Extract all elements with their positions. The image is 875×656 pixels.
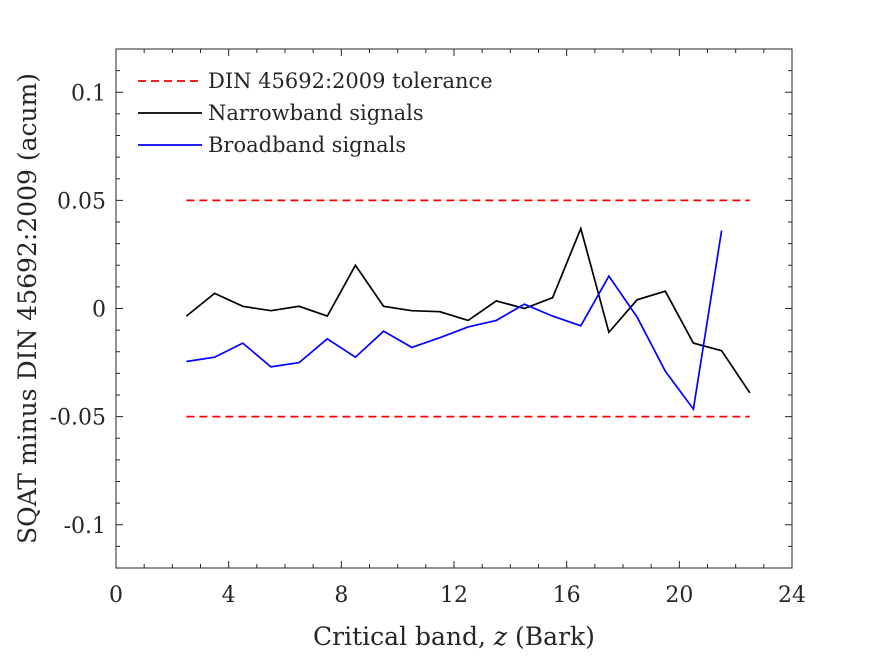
axes-box bbox=[115, 48, 793, 569]
series-group bbox=[185, 199, 751, 418]
x-axis-label-suffix: (Bark) bbox=[507, 622, 595, 651]
x-tick-label: 24 bbox=[778, 583, 806, 608]
x-tick-label: 20 bbox=[665, 583, 693, 608]
x-axis-label-prefix: Critical band, bbox=[313, 622, 494, 651]
legend: DIN 45692:2009 tolerance Narrowband signa… bbox=[138, 69, 493, 157]
y-axis-label: SQAT minus DIN 45692:2009 (acum) bbox=[13, 73, 42, 544]
axis-ticks: 0 4 8 12 16 20 24 -0.1 -0.05 0 0.05 0.1 bbox=[50, 48, 806, 608]
x-tick-label: 8 bbox=[334, 583, 348, 608]
y-tick-label: 0.1 bbox=[71, 81, 106, 106]
series-line-broadband-signals-3 bbox=[186, 230, 723, 412]
y-tick-label: 0 bbox=[92, 298, 106, 323]
legend-label: Broadband signals bbox=[208, 133, 406, 157]
x-tick-label: 12 bbox=[440, 583, 468, 608]
x-axis-label-variable: z bbox=[493, 622, 508, 651]
x-tick-label: 16 bbox=[553, 583, 581, 608]
y-tick-label: -0.1 bbox=[64, 514, 106, 539]
series-line-narrowband-signals-2 bbox=[185, 225, 751, 394]
x-axis-label: Critical band, z (Bark) bbox=[313, 622, 595, 651]
y-tick-label: 0.05 bbox=[57, 189, 106, 214]
legend-label: Narrowband signals bbox=[208, 101, 424, 125]
y-tick-label: -0.05 bbox=[50, 406, 106, 431]
legend-label: DIN 45692:2009 tolerance bbox=[208, 69, 493, 93]
x-tick-label: 4 bbox=[222, 583, 236, 608]
x-tick-label: 0 bbox=[109, 583, 123, 608]
